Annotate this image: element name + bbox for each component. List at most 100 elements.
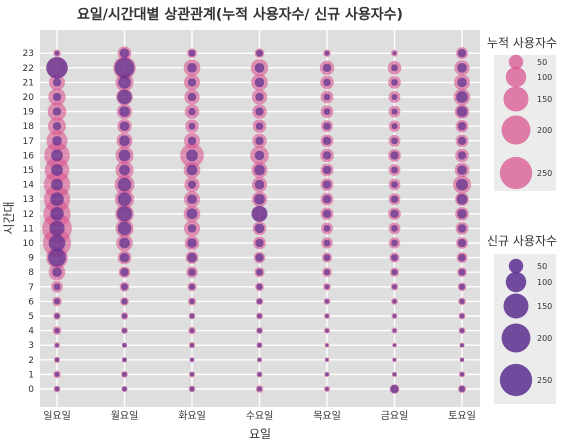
new-user-bubble [117,192,132,206]
x-tick-label: 월요일 [111,410,139,422]
new-user-bubble [392,343,397,347]
x-tick-label: 토요일 [448,410,476,422]
new-user-bubble [256,298,263,305]
new-user-bubble [189,372,195,377]
new-user-bubble [459,372,465,377]
new-user-bubble [117,177,132,192]
new-user-bubble [54,327,60,334]
new-user-bubble [456,178,468,191]
legend-size-label: 100 [537,73,552,82]
new-user-bubble [118,149,131,162]
legend-size-label: 150 [537,302,552,311]
new-user-bubble [457,77,467,88]
new-user-bubble [117,89,132,105]
new-user-bubble [188,268,196,276]
new-user-bubble [391,64,398,72]
new-user-bubble [458,268,466,276]
y-tick-label: 2 [28,356,34,366]
new-user-bubble [460,343,464,348]
new-user-bubble [254,77,265,88]
new-user-bubble [117,221,132,236]
y-tick-label: 0 [28,385,34,395]
new-user-bubble [457,224,467,233]
x-tick-label: 일요일 [43,410,71,422]
legend-size-label: 50 [537,58,547,67]
new-user-bubble [188,49,196,57]
new-user-bubble [392,372,397,377]
y-tick-label: 15 [23,166,34,176]
new-user-bubble [186,164,198,176]
y-tick-label: 4 [28,327,34,337]
new-user-bubble [323,225,331,232]
y-tick-label: 20 [23,93,35,103]
y-tick-label: 3 [28,341,34,351]
y-tick-label: 5 [28,312,34,322]
x-tick-labels: 일요일 월요일 화요일 수요일 목요일 금요일 토요일 [43,410,476,422]
x-tick-label: 수요일 [246,410,274,422]
new-user-bubble [122,328,127,334]
new-user-bubble [254,179,265,190]
new-user-bubble [391,254,398,261]
legend-size-marker [499,156,533,190]
new-user-bubble [189,328,195,334]
new-user-bubble [114,57,135,78]
new-user-bubble [457,49,467,58]
new-user-bubble [391,137,398,145]
new-user-bubble [188,122,196,130]
new-user-bubble [254,150,265,161]
new-user-bubble [324,284,330,290]
legend-new-title: 신규 사용자수 [487,234,557,248]
new-user-bubble [48,234,66,252]
y-tick-label: 11 [23,224,34,234]
new-user-bubble [322,165,332,175]
new-user-bubble [122,386,127,392]
new-user-bubble [51,178,63,191]
new-user-bubble [187,92,197,102]
new-user-bubble [325,387,329,391]
new-user-bubble [323,254,331,261]
legend-cumulative: 누적 사용자수 50 100 150 200 250 [487,36,557,191]
new-user-bubble [257,357,262,362]
new-user-bubble [190,357,194,362]
legend-size-label: 200 [537,334,552,343]
legend-size-marker [505,66,527,88]
y-tick-label: 23 [23,49,34,59]
new-user-bubble [122,357,127,362]
legend-size-marker [505,271,527,293]
new-user-bubble [457,62,467,73]
new-user-bubble [121,298,128,305]
new-user-bubble [49,220,65,237]
new-user-bubble [325,328,329,333]
new-user-bubble [52,267,62,278]
new-user-bubble [120,268,129,277]
new-user-bubble [255,92,264,102]
y-tick-label: 19 [23,108,35,118]
new-user-bubble [255,107,264,116]
new-user-bubble [187,194,197,205]
new-user-bubble [119,237,130,249]
new-user-bubble [254,164,265,176]
y-tick-label: 9 [28,254,34,264]
new-user-bubble [457,208,467,219]
new-user-bubble [457,136,467,145]
new-user-bubble [392,328,397,333]
new-user-bubble [254,223,265,234]
new-user-bubble [257,386,262,392]
legend-size-marker [501,323,531,353]
new-user-bubble [54,386,60,392]
new-user-bubble [122,343,127,348]
new-user-bubble [257,313,262,319]
new-user-bubble [322,195,332,204]
new-user-bubble [391,225,398,232]
new-user-bubble [51,149,63,162]
new-user-bubble [119,252,130,263]
new-user-bubble [325,343,329,347]
new-user-bubble [186,149,198,162]
legend-size-label: 50 [537,262,547,271]
new-user-bubbles [46,48,468,394]
y-tick-label: 22 [23,64,34,74]
y-tick-label: 12 [23,210,34,220]
new-user-bubble [323,122,331,130]
new-user-bubble [324,299,330,304]
legend-cumulative-title: 누적 사용자수 [487,36,557,50]
